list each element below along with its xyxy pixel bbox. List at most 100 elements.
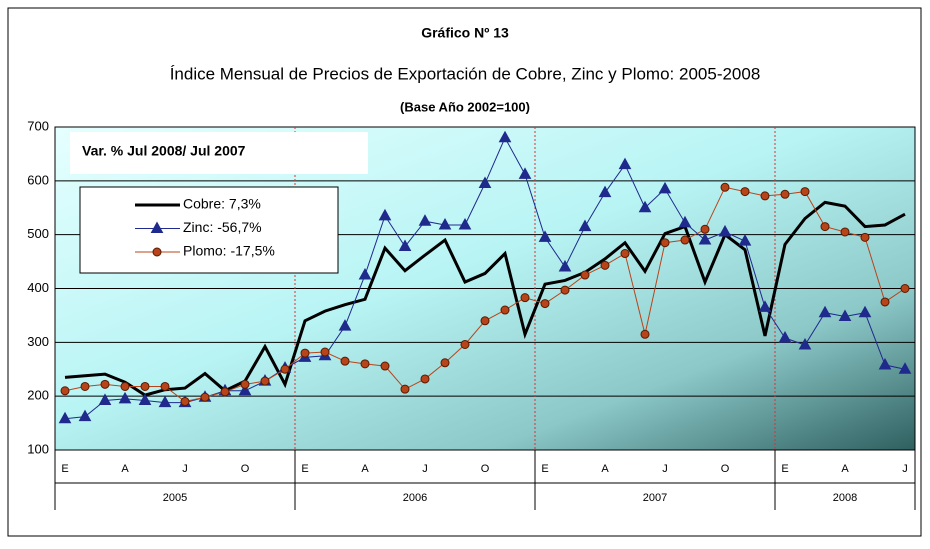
marker	[358, 268, 372, 280]
marker	[878, 357, 892, 370]
marker	[458, 217, 472, 230]
x-tick-label: J	[902, 463, 908, 475]
year-label: 2006	[403, 492, 427, 504]
marker	[338, 319, 352, 331]
x-tick-label: E	[301, 463, 308, 475]
marker	[738, 234, 752, 246]
marker	[158, 395, 172, 408]
marker	[718, 224, 732, 237]
marker	[378, 208, 392, 221]
marker	[152, 247, 162, 257]
marker	[600, 260, 610, 270]
x-tick-label: O	[481, 463, 490, 475]
marker	[180, 397, 190, 407]
marker	[150, 221, 164, 233]
x-tick-label: A	[361, 463, 369, 475]
marker	[540, 299, 550, 309]
y-tick-label: 100	[27, 441, 49, 456]
x-tick-label: A	[121, 463, 129, 475]
marker	[120, 381, 130, 391]
marker	[860, 232, 870, 242]
marker	[840, 227, 850, 237]
marker	[78, 409, 92, 422]
marker	[680, 235, 690, 245]
x-tick-label: J	[422, 463, 428, 475]
marker	[260, 376, 270, 386]
y-tick-label: 300	[27, 334, 49, 349]
marker	[98, 393, 112, 405]
marker	[438, 217, 452, 230]
marker	[818, 305, 832, 318]
marker	[520, 293, 530, 303]
marker	[898, 362, 912, 374]
marker	[60, 386, 70, 396]
y-tick-label: 200	[27, 388, 49, 403]
x-tick-label: E	[541, 463, 548, 475]
series-line	[64, 200, 906, 397]
marker	[418, 214, 432, 226]
marker	[160, 381, 170, 391]
marker	[240, 379, 250, 389]
marker	[558, 259, 572, 272]
marker	[498, 130, 512, 143]
marker	[800, 187, 810, 197]
marker	[118, 391, 132, 404]
marker	[420, 374, 430, 384]
annotation: Var. % Jul 2008/ Jul 2007	[82, 143, 246, 159]
legend	[79, 186, 339, 274]
marker	[280, 364, 290, 374]
marker	[380, 361, 390, 371]
chart-note: (Base Año 2002=100)	[400, 99, 530, 114]
chart-subtitle: Índice Mensual de Precios de Exportación…	[170, 64, 761, 83]
year-label: 2005	[163, 492, 187, 504]
marker	[758, 300, 772, 312]
marker	[618, 157, 632, 170]
marker	[400, 384, 410, 394]
marker	[760, 191, 770, 201]
x-tick-label: A	[841, 463, 849, 475]
marker	[360, 359, 370, 369]
y-tick-label: 700	[27, 118, 49, 133]
marker	[440, 358, 450, 368]
marker	[300, 348, 310, 358]
plot-border	[54, 126, 916, 451]
annotation-box	[70, 132, 368, 174]
marker	[720, 182, 730, 192]
marker	[620, 249, 630, 259]
marker	[538, 230, 552, 242]
marker	[700, 224, 710, 234]
legend-label: Cobre: 7,3%	[183, 196, 261, 212]
marker	[798, 337, 812, 350]
y-tick-label: 400	[27, 280, 49, 295]
x-tick-label: O	[241, 463, 250, 475]
marker	[740, 187, 750, 197]
marker	[220, 387, 230, 397]
marker	[778, 330, 792, 343]
x-tick-label: E	[61, 463, 68, 475]
y-tick-label: 500	[27, 226, 49, 241]
marker	[200, 392, 210, 402]
marker	[58, 411, 72, 424]
marker	[500, 305, 510, 315]
marker	[480, 316, 490, 326]
marker	[518, 167, 532, 179]
marker	[598, 185, 612, 198]
year-label: 2008	[833, 492, 857, 504]
marker	[340, 356, 350, 366]
legend-label: Plomo: -17,5%	[183, 243, 275, 259]
marker	[678, 215, 692, 228]
marker	[100, 379, 110, 389]
marker	[838, 309, 852, 321]
marker	[80, 381, 90, 391]
x-tick-label: O	[721, 463, 730, 475]
marker	[660, 238, 670, 248]
marker	[138, 393, 152, 405]
x-tick-label: J	[662, 463, 668, 475]
marker	[780, 189, 790, 199]
year-label: 2007	[643, 492, 667, 504]
marker	[698, 233, 712, 245]
marker	[460, 339, 470, 349]
marker	[900, 284, 910, 293]
chart-title: Gráfico Nº 13	[421, 25, 509, 41]
